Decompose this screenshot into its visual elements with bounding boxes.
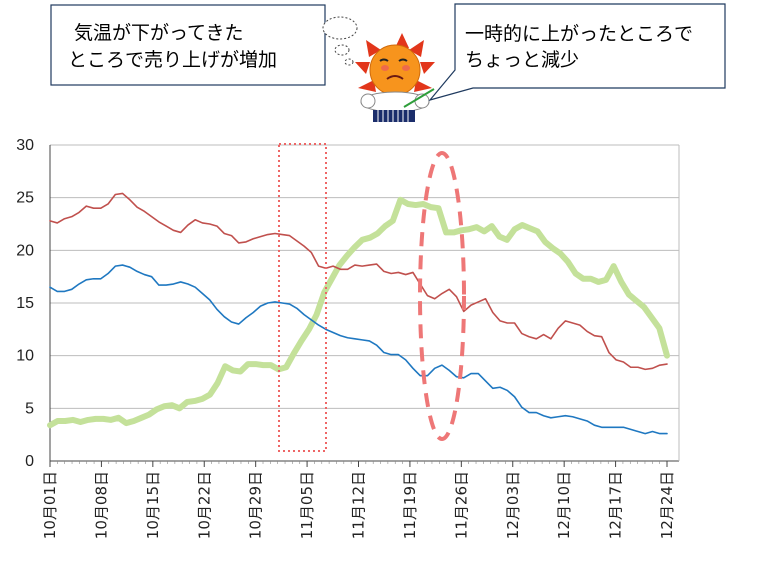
y-tick-label: 10 [16, 348, 34, 365]
x-tick-label: 10月29日 [247, 471, 265, 539]
series-line-3 [47, 196, 670, 429]
y-tick-label: 20 [16, 242, 34, 259]
x-tick-label: 11月26日 [452, 471, 470, 539]
x-tick-label: 10月08日 [92, 471, 110, 539]
x-tick-label: 10月15日 [144, 471, 162, 539]
x-tick-label: 10月01日 [41, 471, 59, 539]
y-tick-label: 5 [25, 400, 34, 417]
x-tick-label: 11月05日 [298, 471, 316, 539]
y-tick-label: 30 [16, 137, 34, 154]
series-line-2 [49, 264, 668, 435]
x-tick-label: 12月24日 [658, 471, 676, 539]
highlight-box-cooling [278, 143, 327, 452]
left-callout-line-2: ところで売り上げが増加 [68, 49, 277, 71]
right-callout-line-1: 一時的に上がったところで [465, 23, 693, 45]
series-line-1 [49, 192, 668, 371]
right-callout-box [428, 3, 726, 102]
y-tick-label: 15 [16, 295, 34, 312]
series-lines [47, 192, 670, 435]
x-axis: 10月01日 10月08日 10月15日 10月22日 10月29日 11月05日 11月1… [41, 461, 676, 539]
x-tick-label: 11月12日 [350, 471, 368, 539]
y-tick-label: 25 [16, 190, 34, 207]
right-callout-line-2: ちょっと減少 [465, 49, 579, 71]
y-tick-label: 0 [25, 453, 34, 470]
x-tick-label: 12月03日 [504, 471, 522, 539]
x-tick-label: 12月17日 [607, 471, 625, 539]
sad-sun-mascot-icon [355, 33, 435, 122]
thought-bubble-dots [322, 16, 358, 66]
gridlines [49, 144, 680, 462]
x-tick-label: 12月10日 [555, 471, 573, 539]
highlight-ellipse-dip [418, 151, 466, 441]
x-tick-label: 10月22日 [195, 471, 213, 539]
left-callout: 気温が下がってきた ところで売り上げが増加 [50, 4, 326, 86]
x-tick-label: 11月19日 [401, 471, 419, 539]
right-callout: 一時的に上がったところで ちょっと減少 [428, 3, 726, 102]
left-callout-line-1: 気温が下がってきた [74, 22, 243, 44]
y-axis-ticks: 0 5 10 15 20 25 30 [16, 137, 34, 470]
left-callout-box [50, 4, 326, 86]
